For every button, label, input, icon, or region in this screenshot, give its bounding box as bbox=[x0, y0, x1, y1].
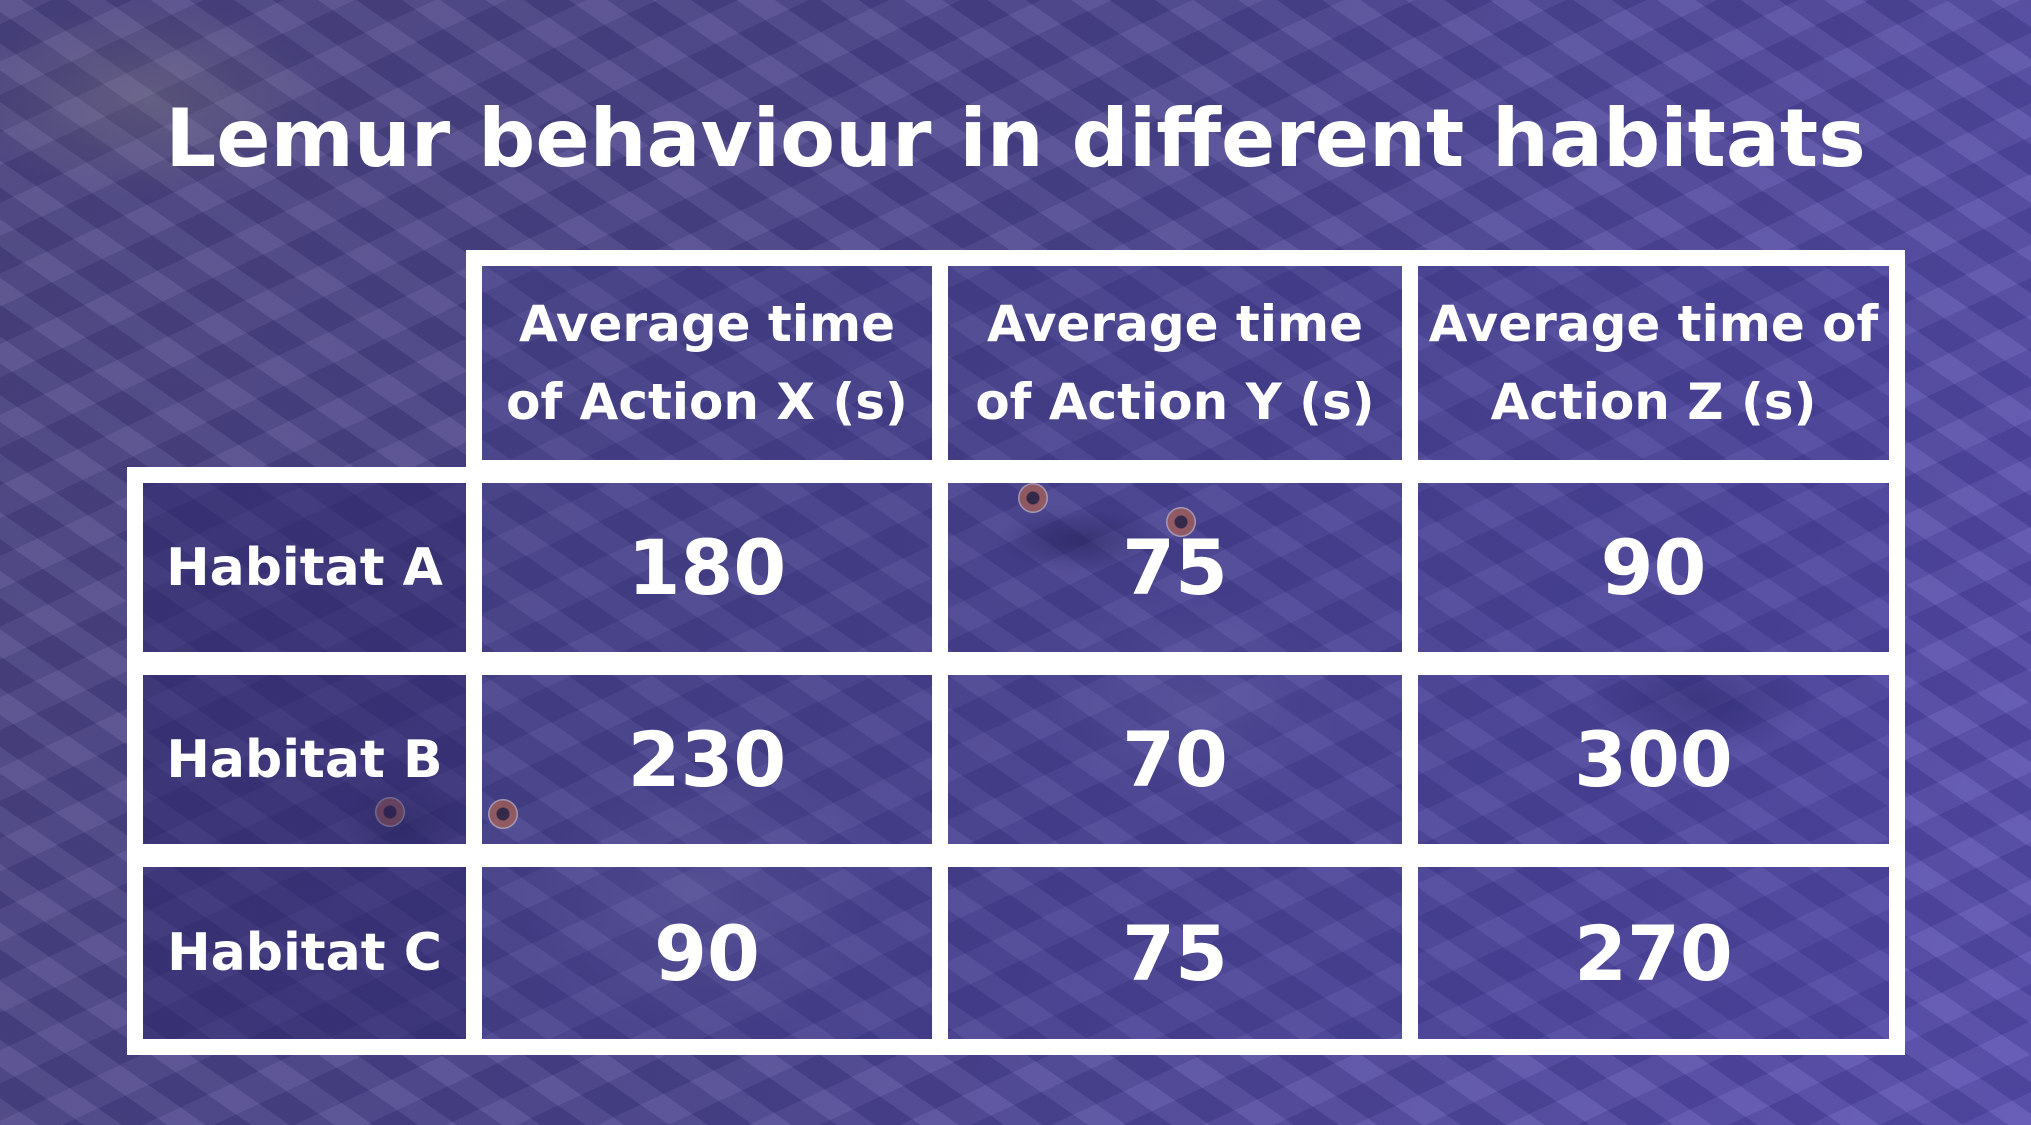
column-header-action-x: Average time of Action X (s) bbox=[466, 250, 948, 476]
table-cell: 180 bbox=[466, 467, 948, 668]
table-cell: 75 bbox=[932, 851, 1418, 1055]
table-cell: 75 bbox=[932, 467, 1418, 668]
table-cell: 300 bbox=[1402, 659, 1905, 860]
table-cell: 90 bbox=[466, 851, 948, 1055]
row-label-habitat-b: Habitat B bbox=[127, 659, 482, 860]
lemur-eye-icon bbox=[1166, 507, 1196, 537]
lemur-eye-icon bbox=[1018, 483, 1048, 513]
row-label-habitat-c: Habitat C bbox=[127, 851, 482, 1055]
table-cell: 70 bbox=[932, 659, 1418, 860]
row-label-habitat-a: Habitat A bbox=[127, 467, 482, 668]
slide-title: Lemur behaviour in different habitats bbox=[165, 92, 1866, 185]
table-cell: 90 bbox=[1402, 467, 1905, 668]
table-cell: 230 bbox=[466, 659, 948, 860]
column-header-action-y: Average time of Action Y (s) bbox=[932, 250, 1418, 476]
table-cell: 270 bbox=[1402, 851, 1905, 1055]
column-header-action-z: Average time of Action Z (s) bbox=[1402, 250, 1905, 476]
lemur-eye-icon bbox=[488, 799, 518, 829]
